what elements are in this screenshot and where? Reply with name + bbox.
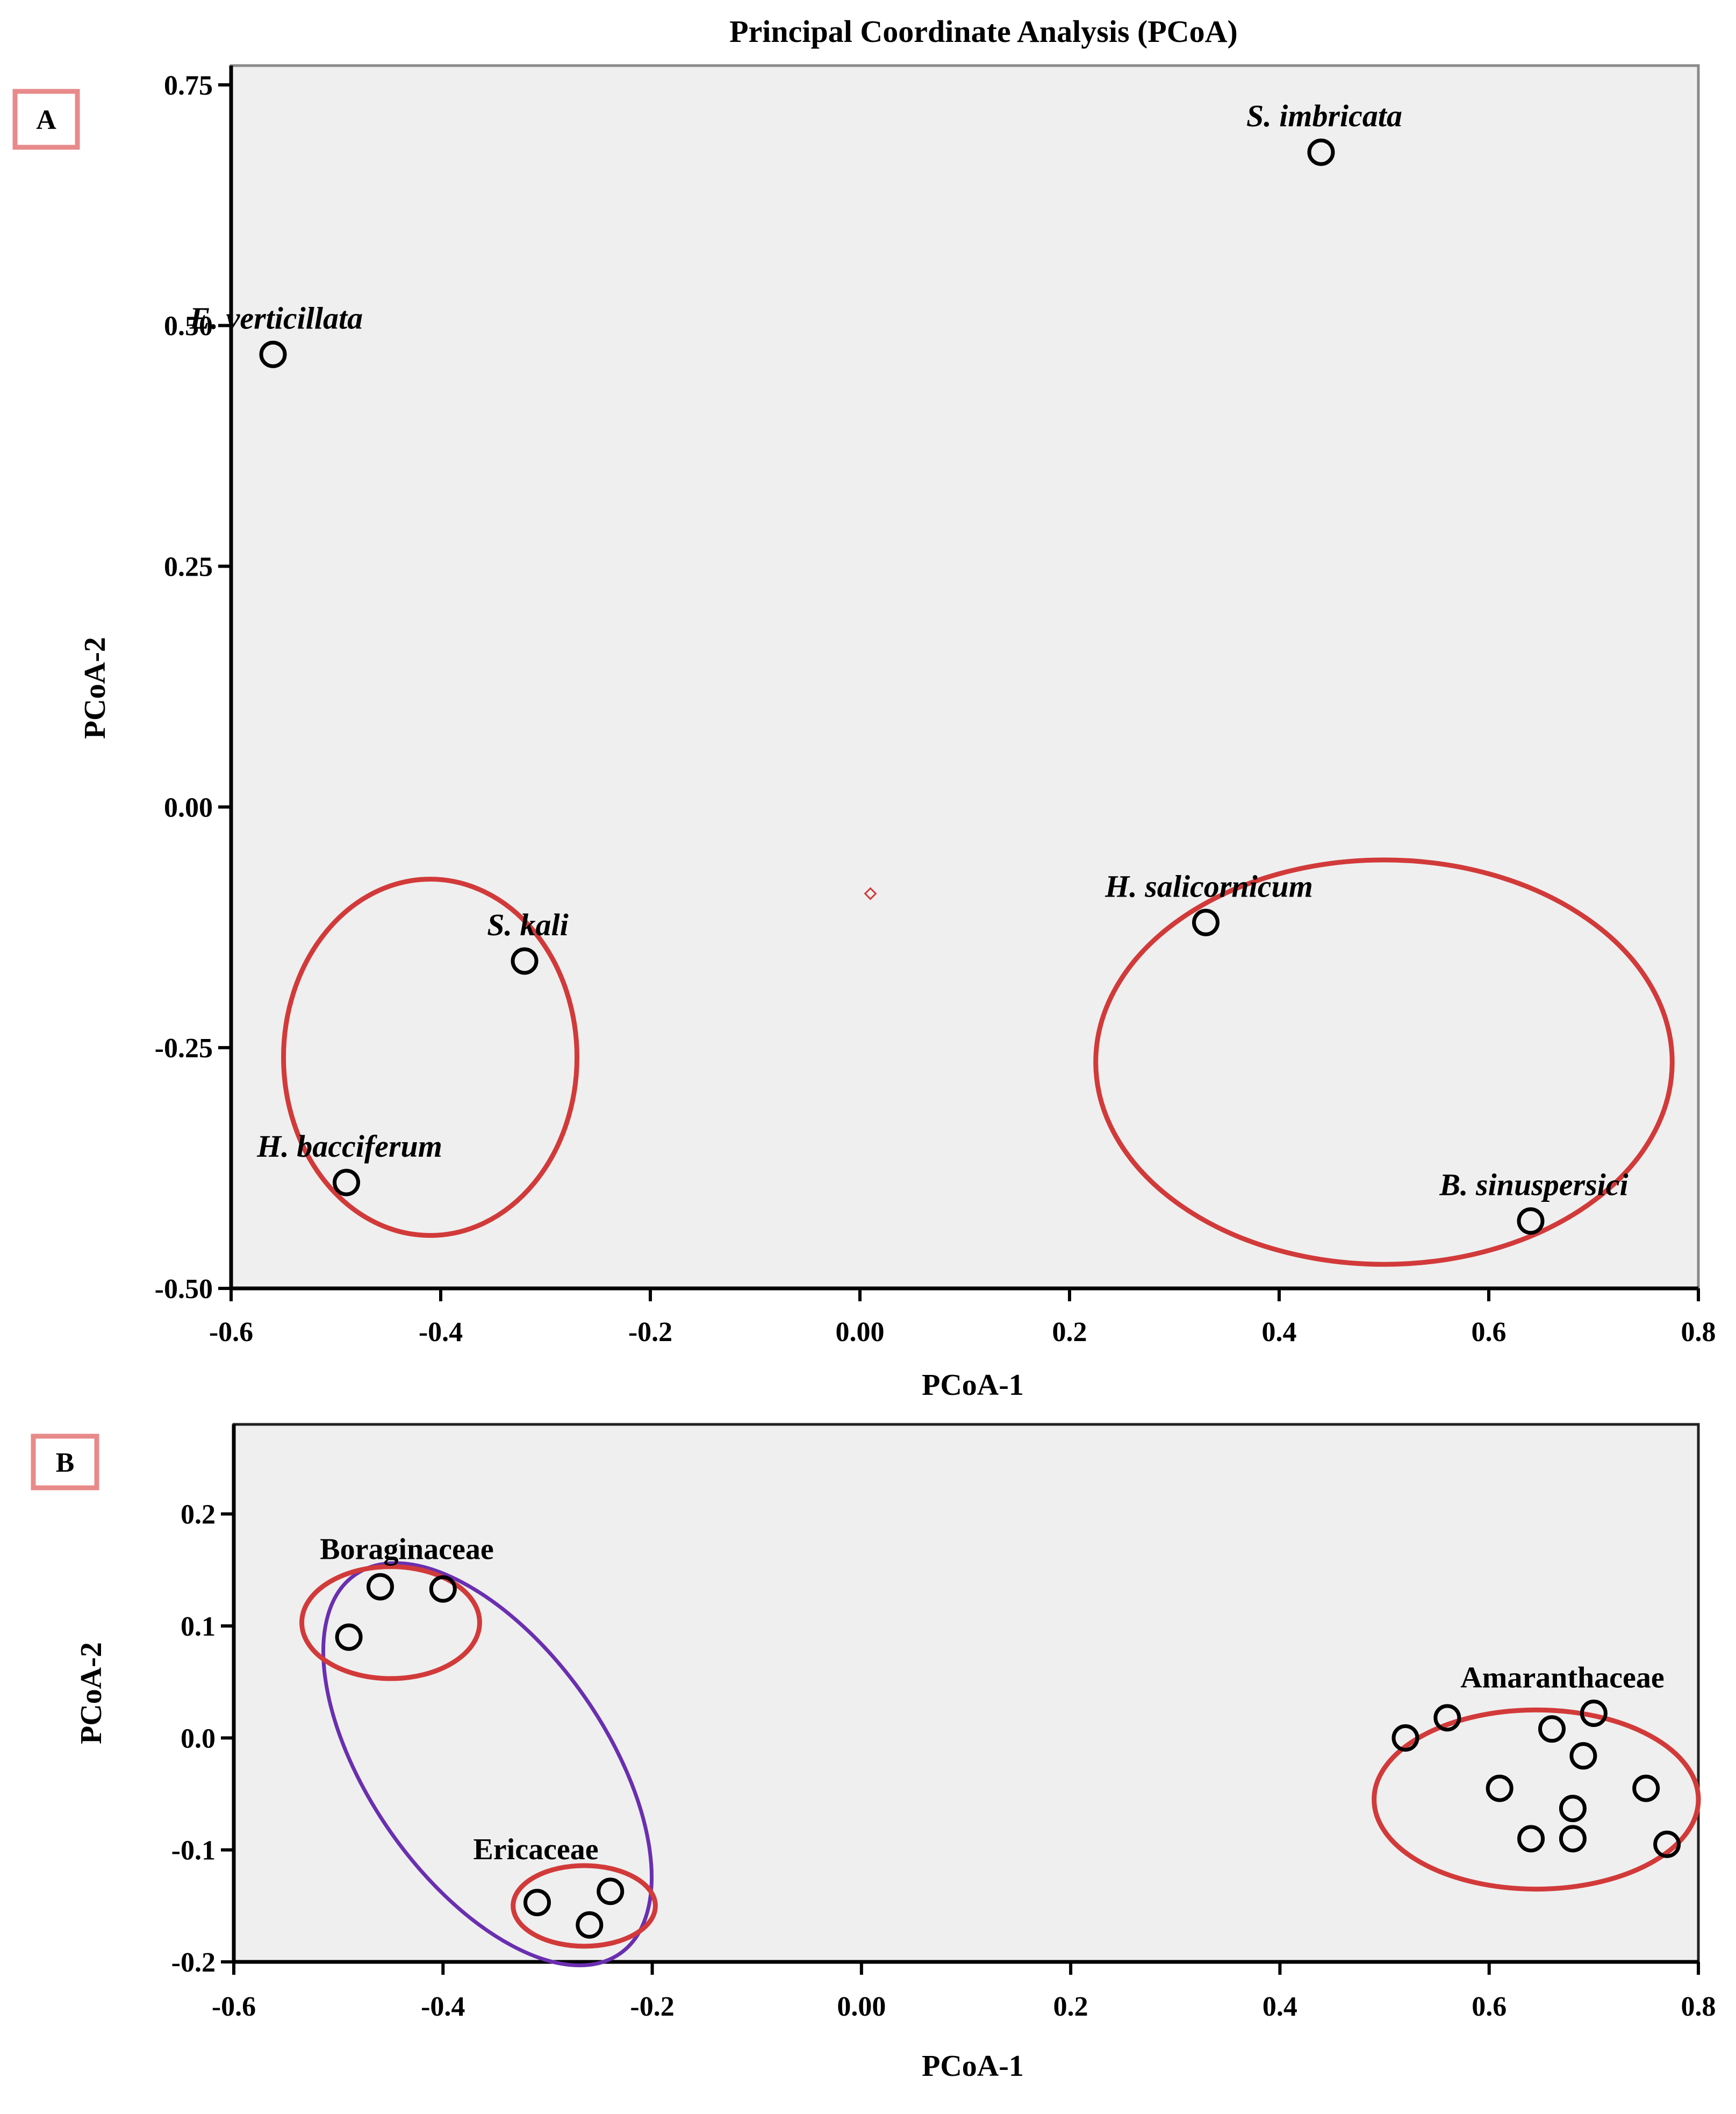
panel-a-x-tick-label: -0.2	[628, 1317, 672, 1348]
panel-b-data-point	[1433, 1704, 1461, 1732]
panel-b-data-point	[429, 1575, 457, 1603]
panel-a-x-tick-label: 0.2	[1052, 1317, 1087, 1348]
panel-a-centroid-marker	[864, 887, 877, 900]
panel-a-data-point	[1517, 1207, 1545, 1235]
panel-a-species-label: S. imbricata	[1246, 98, 1402, 133]
panel-a-box	[12, 89, 80, 150]
panel-b-y-tick-label: 0.2	[181, 1500, 216, 1530]
panel-a-species-label: S. kali	[487, 907, 569, 942]
panel-a-y-tick-label: -0.50	[155, 1274, 213, 1305]
panel-a-x-axis-label: PCoA-1	[922, 1368, 1024, 1402]
panel-a-data-point	[259, 340, 287, 368]
panel-b-y-tick-label: -0.2	[171, 1947, 216, 1978]
panel-a-x-tick-label: 0.4	[1262, 1317, 1297, 1348]
panel-b-data-point	[1517, 1825, 1545, 1853]
chart-title: Principal Coordinate Analysis (PCoA)	[729, 14, 1238, 49]
panel-a-x-tick-label: -0.4	[419, 1317, 463, 1348]
panel-b-y-tick-label: -0.1	[171, 1836, 216, 1866]
panel-b-x-tick-label: 0.00	[837, 1991, 886, 2022]
panel-a-y-tick-label: 0.75	[164, 70, 213, 101]
panel-a-data-point	[511, 947, 539, 975]
panel-a-y-tick-label: 0.50	[164, 311, 213, 342]
panel-b-x-tick-label: -0.6	[212, 1991, 256, 2022]
panel-a-y-tick-label: 0.00	[164, 792, 213, 823]
panel-a-plot-background	[231, 66, 1698, 1288]
panel-b-y-tick-label: 0.1	[181, 1611, 216, 1642]
panel-a-species-label: B. sinuspersici	[1439, 1167, 1628, 1202]
panel-a-species-label: E. verticillata	[189, 300, 363, 335]
panel-a-species-label: H. salicornicum	[1104, 869, 1313, 904]
panel-a-cluster-ellipse	[281, 877, 579, 1238]
panel-b-label: B	[56, 1447, 75, 1478]
panel-b-data-point	[523, 1889, 551, 1917]
panel-a-plot: -0.6 -0.4 -0.2 0.00 0.2 0.4 0.6 0.8 0.75 0.50 0.25…	[155, 64, 1716, 1348]
panel-b-x-axis-label: PCoA-1	[922, 2049, 1024, 2083]
panel-b-group-ellipse	[321, 1561, 654, 1967]
panel-b-family-label: Amaranthaceae	[1460, 1661, 1664, 1695]
panel-b-x-tick-label: 0.6	[1472, 1991, 1507, 2022]
panel-b-y-axis-label: PCoA-2	[75, 1642, 108, 1744]
panel-b-data-point	[1632, 1774, 1660, 1802]
panel-b-data-point	[576, 1911, 604, 1939]
panel-b-data-point	[1559, 1795, 1587, 1823]
panel-b-data-point	[1580, 1700, 1608, 1727]
panel-a-x-tick-label: 0.6	[1472, 1317, 1507, 1348]
panel-a-y-tick-label: -0.25	[155, 1033, 213, 1064]
panel-b-box	[31, 1434, 99, 1490]
panel-b-y-tick-label: 0.0	[181, 1723, 216, 1754]
panel-b-plot: -0.6 -0.4 -0.2 0.00 0.2 0.4 0.6 0.8 0.2 0.1 0.0 -0.…	[171, 1423, 1716, 2022]
panel-b-family-label: Ericaceae	[473, 1833, 598, 1866]
panel-b-data-point	[1653, 1830, 1681, 1858]
panel-b-data-point	[1538, 1715, 1566, 1743]
panel-a-y-tick-label: 0.25	[164, 551, 213, 582]
panel-a-cluster-ellipse	[1093, 857, 1675, 1267]
panel-b-x-tick-label: 0.2	[1053, 1991, 1088, 2022]
panel-b-family-ellipse	[511, 1863, 658, 1949]
panel-b-data-point	[1486, 1774, 1513, 1802]
panel-b-family-ellipse	[1372, 1707, 1701, 1892]
panel-b-plot-background	[234, 1424, 1698, 1962]
panel-b-data-point	[1391, 1724, 1419, 1752]
panel-a-species-label: H. bacciferum	[256, 1129, 442, 1164]
panel-b-x-tick-label: 0.8	[1681, 1991, 1716, 2022]
panel-a-x-tick-label: 0.8	[1681, 1317, 1716, 1348]
panel-b-data-point	[597, 1877, 625, 1905]
panel-b-x-tick-label: -0.2	[630, 1991, 674, 2022]
panel-b-x-tick-label: 0.4	[1262, 1991, 1297, 2022]
panel-b-x-tick-label: -0.4	[421, 1991, 465, 2022]
panel-a-x-tick-label: 0.00	[836, 1317, 885, 1348]
panel-a-y-axis-label: PCoA-2	[78, 637, 112, 739]
panel-b-family-label: Boraginaceae	[320, 1533, 493, 1566]
panel-b-data-point	[335, 1623, 363, 1651]
panel-a-data-point	[1192, 908, 1219, 936]
panel-a-data-point	[1307, 138, 1335, 166]
panel-b-data-point	[367, 1573, 394, 1601]
panel-a-label: A	[36, 105, 56, 135]
panel-b-data-point	[1559, 1825, 1587, 1853]
panel-a-x-tick-label: -0.6	[209, 1317, 253, 1348]
panel-a-data-point	[333, 1169, 360, 1196]
panel-b-family-ellipse	[299, 1564, 482, 1681]
panel-b-data-point	[1569, 1742, 1597, 1770]
